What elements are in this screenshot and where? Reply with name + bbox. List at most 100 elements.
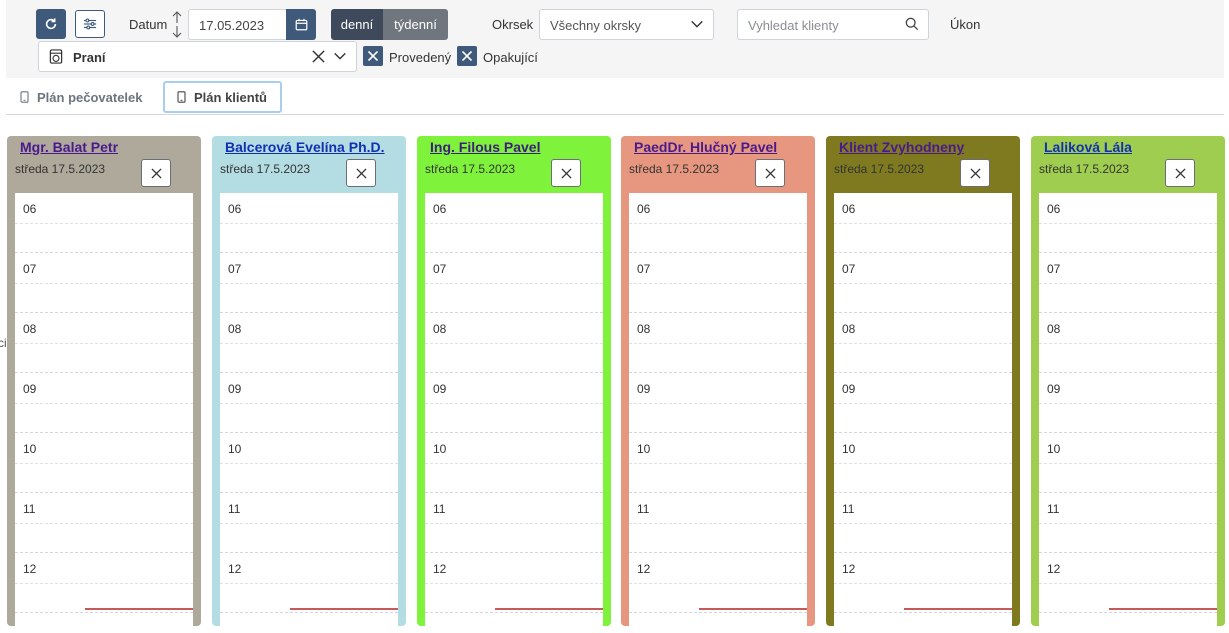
hour-slot[interactable]: 10 (629, 433, 807, 493)
hour-slot[interactable]: 06 (220, 193, 398, 253)
client-name-link[interactable]: Mgr. Balat Petr (20, 139, 119, 155)
hour-slot[interactable]: 12 (629, 553, 807, 613)
close-icon (560, 167, 572, 179)
hour-slot[interactable]: 10 (834, 433, 1012, 493)
district-value: Všechny okrsky (550, 18, 642, 33)
hour-slot[interactable]: 06 (1039, 193, 1217, 253)
view-week-button[interactable]: týdenní (383, 9, 448, 40)
schedule-grid[interactable]: 06 07 08 09 10 11 12 (629, 193, 807, 633)
hour-slot[interactable]: 08 (834, 313, 1012, 373)
current-time-line (85, 608, 193, 610)
district-select[interactable]: Všechny okrsky (539, 9, 714, 40)
repeating-checkbox[interactable] (457, 46, 477, 66)
filter-settings-button[interactable] (75, 10, 105, 38)
hour-slot[interactable]: 09 (425, 373, 603, 433)
hour-slot[interactable]: 09 (629, 373, 807, 433)
hour-slot[interactable]: 12 (834, 553, 1012, 613)
close-column-button[interactable] (551, 159, 581, 187)
hour-slot[interactable]: 06 (834, 193, 1012, 253)
action-multiselect[interactable]: Praní (38, 41, 357, 72)
hour-slot[interactable]: 11 (15, 493, 193, 553)
schedule-grid[interactable]: 06 07 08 09 10 11 12 (834, 193, 1012, 633)
clear-icon[interactable] (311, 49, 326, 64)
hour-slot[interactable]: 07 (220, 253, 398, 313)
hour-slot[interactable]: 09 (220, 373, 398, 433)
hour-slot[interactable]: 06 (425, 193, 603, 253)
close-column-button[interactable] (141, 159, 171, 187)
hour-divider (15, 252, 193, 253)
hour-slot[interactable]: 12 (425, 553, 603, 613)
close-icon (969, 167, 981, 179)
client-name-link[interactable]: Klient Zvyhodneny (839, 139, 965, 155)
hour-label: 12 (1047, 562, 1061, 576)
hour-slot[interactable]: 09 (834, 373, 1012, 433)
schedule-grid[interactable]: 06 07 08 09 10 11 12 (220, 193, 398, 633)
close-column-button[interactable] (755, 159, 785, 187)
hour-divider (220, 492, 398, 493)
half-hour-divider (834, 343, 1012, 344)
hour-slot[interactable]: 08 (425, 313, 603, 373)
hour-slot[interactable]: 07 (425, 253, 603, 313)
hour-slot[interactable]: 10 (220, 433, 398, 493)
hour-slot[interactable]: 11 (834, 493, 1012, 553)
half-hour-divider (834, 223, 1012, 224)
client-name-link[interactable]: Balcerová Evelína Ph.D. (225, 139, 385, 155)
date-input[interactable]: 17.05.2023 (188, 9, 286, 40)
sort-arrows-icon[interactable] (171, 10, 183, 40)
view-day-button[interactable]: denní (331, 9, 383, 40)
tab-caregiver-plan[interactable]: Plán pečovatelek (20, 81, 143, 113)
hour-slot[interactable]: 10 (425, 433, 603, 493)
hour-slot[interactable]: 11 (629, 493, 807, 553)
hour-divider (1039, 312, 1217, 313)
calendar-button[interactable] (286, 9, 316, 40)
close-column-button[interactable] (960, 159, 990, 187)
hour-divider (425, 312, 603, 313)
hour-slot[interactable]: 12 (15, 553, 193, 613)
hour-divider (629, 252, 807, 253)
hour-slot[interactable]: 09 (1039, 373, 1217, 433)
hour-label: 07 (23, 262, 37, 276)
hour-slot[interactable]: 12 (1039, 553, 1217, 613)
half-hour-divider (1039, 343, 1217, 344)
hour-label: 08 (23, 322, 37, 336)
hour-label: 08 (637, 322, 651, 336)
hour-slot[interactable]: 08 (220, 313, 398, 373)
hour-slot[interactable]: 07 (15, 253, 193, 313)
hour-slot[interactable]: 11 (425, 493, 603, 553)
hour-slot[interactable]: 07 (629, 253, 807, 313)
chevron-down-icon[interactable] (333, 49, 347, 63)
half-hour-divider (15, 583, 193, 584)
close-column-button[interactable] (1165, 159, 1195, 187)
close-column-button[interactable] (346, 159, 376, 187)
hour-slot[interactable]: 07 (834, 253, 1012, 313)
hour-slot[interactable]: 09 (15, 373, 193, 433)
hour-label: 12 (228, 562, 242, 576)
schedule-grid[interactable]: 06 07 08 09 10 11 12 (1039, 193, 1217, 633)
hour-divider (1039, 432, 1217, 433)
hour-divider (1039, 492, 1217, 493)
refresh-button[interactable] (36, 9, 66, 39)
hour-slot[interactable]: 06 (15, 193, 193, 253)
schedule-grid[interactable]: 06 07 08 09 10 11 12 (15, 193, 193, 633)
hour-slot[interactable]: 06 (629, 193, 807, 253)
hour-slot[interactable]: 11 (1039, 493, 1217, 553)
hour-slot[interactable]: 08 (1039, 313, 1217, 373)
done-checkbox[interactable] (363, 46, 383, 66)
hour-slot[interactable]: 08 (629, 313, 807, 373)
hour-slot[interactable]: 08 (15, 313, 193, 373)
client-name-link[interactable]: Laliková Lála (1044, 139, 1132, 155)
hour-divider (1039, 372, 1217, 373)
hour-slot[interactable]: 12 (220, 553, 398, 613)
client-search-input[interactable]: Vyhledat klienty (737, 9, 929, 40)
hour-slot[interactable]: 10 (15, 433, 193, 493)
tab-client-plan[interactable]: Plán klientů (163, 81, 282, 113)
hour-slot[interactable]: 11 (220, 493, 398, 553)
client-name-link[interactable]: PaedDr. Hlučný Pavel (634, 139, 778, 155)
hour-divider (834, 492, 1012, 493)
hour-slot[interactable]: 07 (1039, 253, 1217, 313)
hour-divider (220, 552, 398, 553)
schedule-grid[interactable]: 06 07 08 09 10 11 12 (425, 193, 603, 633)
half-hour-divider (834, 403, 1012, 404)
hour-slot[interactable]: 10 (1039, 433, 1217, 493)
client-name-link[interactable]: Ing. Filous Pavel (430, 139, 541, 155)
